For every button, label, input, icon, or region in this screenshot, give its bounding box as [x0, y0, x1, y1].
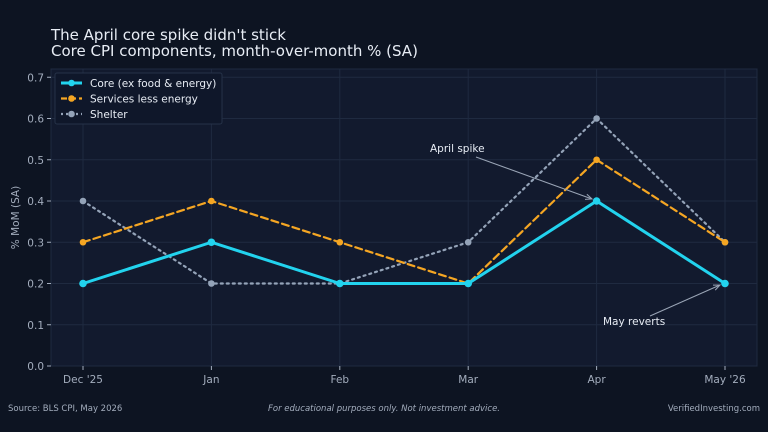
- x-tick-label: Jan: [202, 374, 219, 386]
- chart-subtitle: Core CPI components, month-over-month % …: [51, 42, 418, 60]
- data-point: [593, 115, 600, 122]
- data-point: [336, 238, 344, 246]
- annotation-arrow: [649, 284, 721, 317]
- legend-item: Core (ex food & energy): [61, 78, 216, 90]
- legend-swatch-marker: [68, 79, 75, 87]
- series-layer: [79, 115, 729, 288]
- series-line: [81, 199, 727, 285]
- data-point: [336, 279, 344, 288]
- disclaimer: For educational purposes only. Not inves…: [267, 404, 500, 414]
- data-point: [721, 279, 729, 288]
- series-core-ex-food-energy: [79, 197, 729, 288]
- data-point: [207, 238, 216, 247]
- data-point: [79, 279, 87, 288]
- y-tick-label: 0.5: [27, 155, 44, 167]
- annotation-arrow: [475, 156, 593, 200]
- legend: Core (ex food & energy) Services less ene…: [54, 72, 223, 125]
- legend-swatch-marker: [68, 95, 75, 102]
- y-axis: 0.0 0.1 0.2 0.3 0.4 0.5 0.6 0.7: [27, 72, 51, 373]
- y-tick-label: 0.6: [27, 114, 44, 126]
- y-tick-label: 0.3: [27, 237, 44, 249]
- legend-swatch-marker: [68, 110, 75, 118]
- x-tick-label: Feb: [331, 374, 350, 386]
- data-point: [79, 197, 87, 205]
- y-tick-label: 0.4: [27, 196, 44, 208]
- source-note: Source: BLS CPI, May 2026: [8, 404, 123, 414]
- y-tick-label: 0.2: [27, 279, 44, 291]
- data-point: [592, 197, 601, 205]
- x-tick-label: Apr: [588, 374, 607, 386]
- x-tick-label: Mar: [458, 374, 478, 386]
- data-point: [464, 238, 472, 246]
- y-tick-label: 0.7: [27, 72, 44, 84]
- annotations: April spike May reverts: [430, 143, 722, 328]
- legend-label: Shelter: [90, 109, 128, 121]
- legend-box: [54, 72, 223, 125]
- x-tick-label: Dec '25: [63, 374, 103, 386]
- series-line: [81, 158, 727, 285]
- y-tick-label: 0.0: [27, 361, 44, 373]
- legend-item: Services less energy: [61, 94, 198, 106]
- annotation-arrowhead: [584, 193, 594, 200]
- x-tick-label: May '26: [704, 374, 746, 386]
- y-tick-label: 0.1: [27, 320, 44, 332]
- data-point: [208, 197, 215, 205]
- legend-item: Shelter: [61, 109, 128, 121]
- chart-title: The April core spike didn't stick: [50, 26, 286, 44]
- data-point: [721, 238, 729, 246]
- x-axis: Dec '25 Jan Feb Mar Apr May '26: [63, 366, 746, 386]
- legend-label: Core (ex food & energy): [90, 78, 216, 90]
- brand-credit: VerifiedInvesting.com: [667, 404, 760, 414]
- legend-label: Services less energy: [90, 94, 198, 106]
- grid: [51, 69, 757, 367]
- annotation-label: April spike: [430, 143, 485, 155]
- annotation-label: May reverts: [603, 316, 665, 328]
- data-point: [593, 156, 600, 164]
- y-axis-label: % MoM (SA): [10, 186, 22, 249]
- data-point: [208, 280, 215, 287]
- data-point: [464, 279, 473, 288]
- annotation-arrowhead: [712, 284, 722, 291]
- data-point: [79, 238, 87, 246]
